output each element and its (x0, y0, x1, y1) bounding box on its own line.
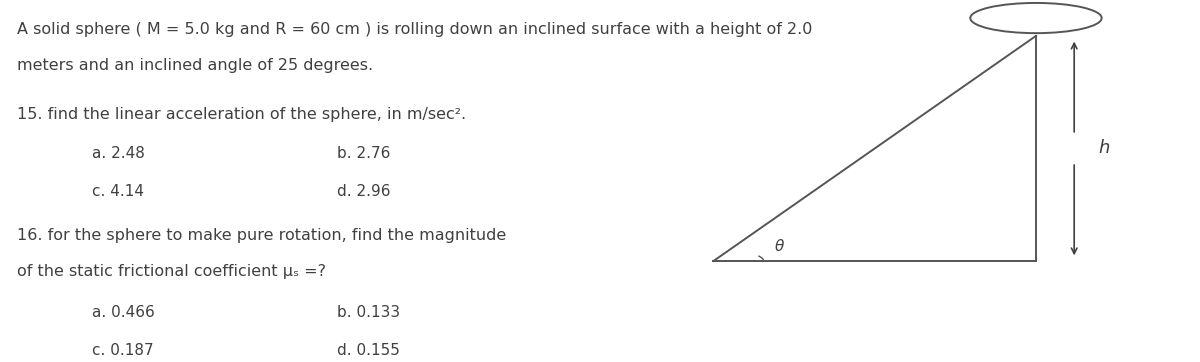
Text: c. 4.14: c. 4.14 (92, 184, 144, 199)
Text: c. 0.187: c. 0.187 (92, 344, 154, 358)
Text: a. 0.466: a. 0.466 (92, 305, 155, 320)
Text: a. 2.48: a. 2.48 (92, 146, 145, 161)
Text: h: h (1098, 139, 1110, 157)
Text: 16. for the sphere to make pure rotation, find the magnitude: 16. for the sphere to make pure rotation… (17, 228, 506, 243)
Text: A solid sphere ( M = 5.0 kg and R = 60 cm ) is rolling down an inclined surface : A solid sphere ( M = 5.0 kg and R = 60 c… (17, 22, 812, 37)
Text: of the static frictional coefficient μₛ =?: of the static frictional coefficient μₛ … (17, 264, 326, 279)
Text: b. 2.76: b. 2.76 (337, 146, 390, 161)
Text: $\theta$: $\theta$ (774, 238, 785, 254)
Text: meters and an inclined angle of 25 degrees.: meters and an inclined angle of 25 degre… (17, 58, 373, 73)
Text: 15. find the linear acceleration of the sphere, in m/sec².: 15. find the linear acceleration of the … (17, 107, 467, 122)
Text: d. 2.96: d. 2.96 (337, 184, 391, 199)
Text: d. 0.155: d. 0.155 (337, 344, 400, 358)
Text: b. 0.133: b. 0.133 (337, 305, 401, 320)
